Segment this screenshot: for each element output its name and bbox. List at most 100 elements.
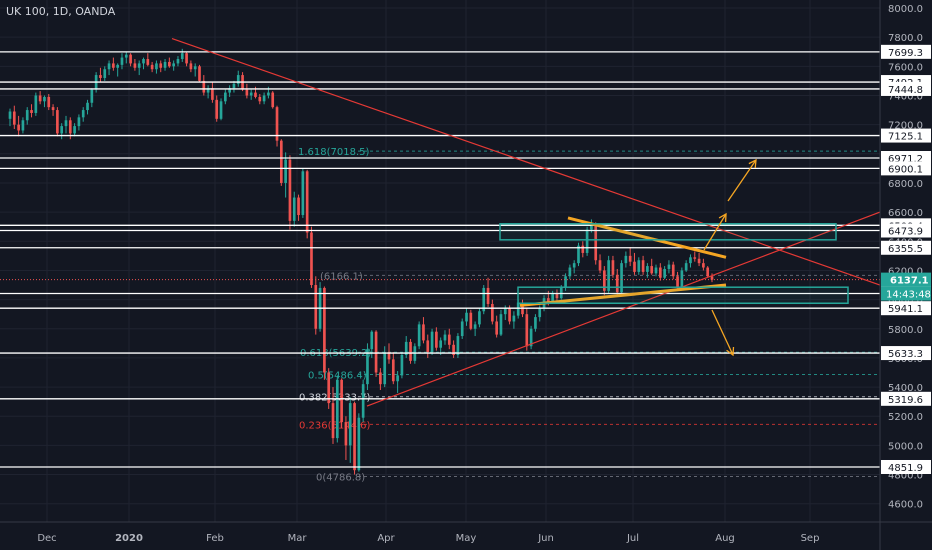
candle-body (288, 159, 292, 221)
candle-body (249, 92, 253, 96)
candle (409, 338, 412, 364)
candle (598, 254, 602, 274)
candle-body (637, 260, 641, 272)
y-tick-label: 6800.0 (888, 179, 923, 190)
candle-body (21, 120, 25, 131)
candle-body (568, 267, 572, 277)
candle-body (202, 80, 206, 93)
candle-body (456, 336, 460, 356)
candle-body (452, 344, 455, 356)
candle-body (387, 352, 391, 360)
candle (568, 264, 572, 280)
y-tick-label: 4600.0 (888, 500, 923, 511)
price-level-label: 5633.3 (888, 349, 923, 360)
candle-body (344, 422, 348, 446)
candle-body (357, 417, 361, 471)
candle (702, 258, 705, 271)
candle-body (146, 59, 150, 65)
x-tick-label: Feb (206, 533, 224, 544)
candle-body (658, 267, 662, 278)
y-tick-label: 8000.0 (888, 4, 923, 15)
time-axis[interactable]: Dec 2020 Feb Mar Apr May Jun Jul Aug Sep (0, 521, 932, 544)
candle-body (607, 260, 610, 291)
candle (697, 252, 701, 267)
candle (473, 321, 477, 337)
price-axis[interactable]: 8000.07800.07600.07400.07200.07000.06800… (879, 0, 932, 550)
candle (17, 115, 20, 137)
candle-body (305, 171, 309, 233)
candle-body (706, 267, 710, 277)
x-tick-label: 2020 (115, 533, 143, 544)
candle-body (590, 223, 593, 230)
candle (456, 333, 460, 358)
candle (611, 255, 615, 278)
candle-body (628, 255, 632, 262)
candle (185, 51, 188, 67)
y-tick-label: 5400.0 (888, 383, 923, 394)
candle (86, 99, 89, 115)
last-price-label: 6137.1 (890, 276, 929, 287)
chart-title: UK 100, 1D, OANDA (6, 5, 116, 18)
descending-trendline (171, 38, 881, 286)
candle-body (73, 126, 76, 134)
candle (383, 346, 387, 388)
candle (163, 59, 167, 71)
candle (478, 308, 481, 328)
candle-body (547, 298, 550, 303)
candle (671, 261, 675, 280)
candle-body (129, 54, 132, 64)
candle (706, 266, 710, 278)
candle (249, 89, 253, 100)
price-level-label: 6900.1 (888, 164, 923, 175)
candle (168, 57, 171, 68)
price-level-tag (881, 161, 931, 176)
candle-body (211, 88, 214, 100)
candle (581, 241, 585, 258)
candle (60, 123, 64, 140)
candle (422, 317, 425, 344)
y-tick-label: 7600.0 (888, 62, 923, 73)
price-level-tag (881, 44, 931, 59)
candle (77, 114, 81, 131)
price-level-label: 7444.8 (888, 85, 923, 96)
candle-body (301, 171, 305, 216)
candle-body (469, 312, 473, 329)
candle-body (258, 96, 262, 102)
candle-body (594, 223, 598, 261)
y-tick-label: 6600.0 (888, 208, 923, 219)
candle-body (646, 266, 649, 272)
candle-body (379, 372, 382, 385)
candle (124, 51, 128, 64)
candle (258, 94, 262, 105)
candle-body (327, 372, 331, 404)
candlestick-series (8, 48, 714, 475)
price-level-tag (881, 223, 931, 238)
horizontal-levels[interactable] (0, 51, 880, 468)
candle-body (577, 245, 580, 264)
y-tick-label: 7200.0 (888, 121, 923, 132)
candle (172, 60, 175, 71)
price-level-label: 7125.1 (888, 132, 923, 143)
y-tick-label: 7800.0 (888, 33, 923, 44)
candle-body (697, 258, 701, 264)
candle-body (38, 95, 42, 102)
candle (482, 285, 486, 315)
candle-body (473, 324, 477, 329)
candle (620, 260, 623, 294)
candle-body (460, 321, 464, 337)
candle-body (137, 63, 141, 68)
resistance-zone (499, 223, 837, 241)
candle-body (620, 263, 623, 293)
candle-body (534, 317, 537, 329)
candle (491, 299, 494, 325)
candle (529, 325, 533, 350)
y-tick-label: 5200.0 (888, 412, 923, 423)
fibonacci-levels: 1.618(7018.5)(6166.1)0.618(5639.2)0.5(54… (298, 147, 880, 483)
candle-body (598, 260, 602, 271)
candle (8, 108, 12, 127)
x-tick-label: Jul (626, 533, 639, 544)
trend-drawings[interactable] (171, 38, 881, 407)
candle-body (564, 276, 567, 288)
candle-body (447, 334, 451, 345)
